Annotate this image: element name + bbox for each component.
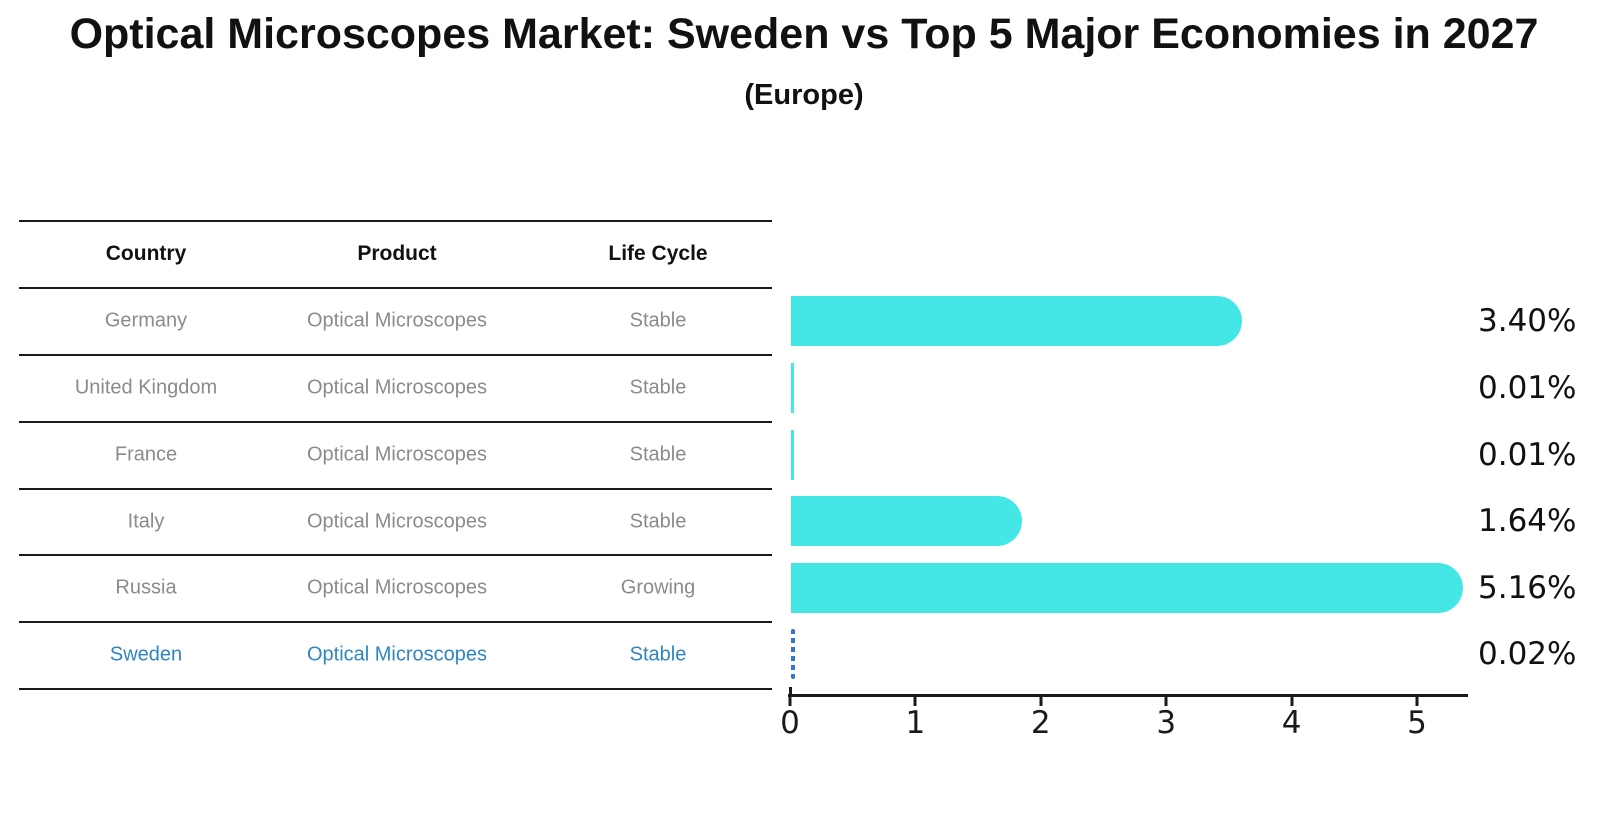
country-cell: Sweden [109, 643, 183, 665]
product-cell: Optical Microscopes [306, 309, 488, 331]
bar-germany [791, 296, 1243, 346]
country-cell: Germany [104, 309, 188, 331]
x-axis-line [788, 694, 1468, 697]
x-axis-tick-label: 5 [1407, 705, 1427, 741]
table-row: France Optical Microscopes Stable [19, 421, 772, 488]
life-cycle-cell: Stable [629, 643, 687, 665]
x-axis-tick [1039, 697, 1043, 706]
bar-value-label: 1.64% [1478, 503, 1577, 539]
product-cell: Optical Microscopes [306, 376, 488, 398]
bar-value-label: 0.01% [1478, 370, 1577, 406]
x-axis-tick [1290, 697, 1294, 706]
product-cell: Optical Microscopes [306, 510, 488, 532]
life-cycle-cell: Stable [629, 376, 687, 398]
x-axis-tick [913, 697, 917, 706]
chart-subtitle: (Europe) [744, 79, 864, 111]
bar-value-label: 5.16% [1478, 570, 1577, 606]
x-axis-tick-label: 0 [780, 705, 800, 741]
x-axis-corner [789, 687, 792, 696]
table-rule [19, 287, 772, 289]
x-axis-tick [788, 697, 792, 706]
x-axis-tick [1164, 697, 1168, 706]
life-cycle-cell: Growing [620, 576, 696, 598]
life-cycle-cell: Stable [629, 510, 687, 532]
table-rule [19, 220, 772, 222]
bar-value-label: 3.40% [1478, 303, 1577, 339]
table-row: United Kingdom Optical Microscopes Stabl… [19, 354, 772, 421]
table-rule [19, 354, 772, 356]
table-rule [19, 621, 772, 623]
table-row: Germany Optical Microscopes Stable [19, 287, 772, 354]
life-cycle-cell: Stable [629, 309, 687, 331]
life-cycle-cell: Stable [629, 443, 687, 465]
table-rule [19, 688, 772, 690]
table-rule [19, 421, 772, 423]
x-axis-tick-label: 3 [1156, 705, 1177, 741]
bar-value-label: 0.01% [1478, 437, 1577, 473]
column-header-life-cycle: Life Cycle [608, 241, 708, 265]
bar-value-label: 0.02% [1478, 636, 1577, 672]
x-axis-tick [1415, 697, 1419, 706]
x-axis-tick-label: 2 [1030, 705, 1051, 741]
country-cell: United Kingdom [74, 376, 218, 398]
product-cell: Optical Microscopes [306, 576, 488, 598]
column-header-country: Country [105, 241, 187, 265]
bar-united-kingdom [791, 363, 794, 413]
bar-russia [791, 563, 1464, 613]
x-axis-tick-label: 4 [1281, 705, 1302, 741]
bar-sweden [791, 629, 795, 679]
column-header-product: Product [357, 241, 437, 265]
table-row: Sweden Optical Microscopes Stable [19, 621, 772, 688]
product-cell: Optical Microscopes [306, 643, 488, 665]
table-row: Russia Optical Microscopes Growing [19, 554, 772, 621]
product-cell: Optical Microscopes [306, 443, 488, 465]
country-cell: Italy [127, 510, 165, 532]
bar-italy [791, 496, 1022, 546]
table-rule [19, 554, 772, 556]
bar-france [791, 430, 794, 480]
country-cell: France [114, 443, 178, 465]
table-rule [19, 488, 772, 490]
table-header-row: Country Product Life Cycle [19, 220, 772, 287]
country-cell: Russia [115, 576, 177, 598]
table-row: Italy Optical Microscopes Stable [19, 488, 772, 555]
x-axis-tick-label: 1 [905, 705, 926, 741]
chart-title: Optical Microscopes Market: Sweden vs To… [69, 10, 1539, 58]
